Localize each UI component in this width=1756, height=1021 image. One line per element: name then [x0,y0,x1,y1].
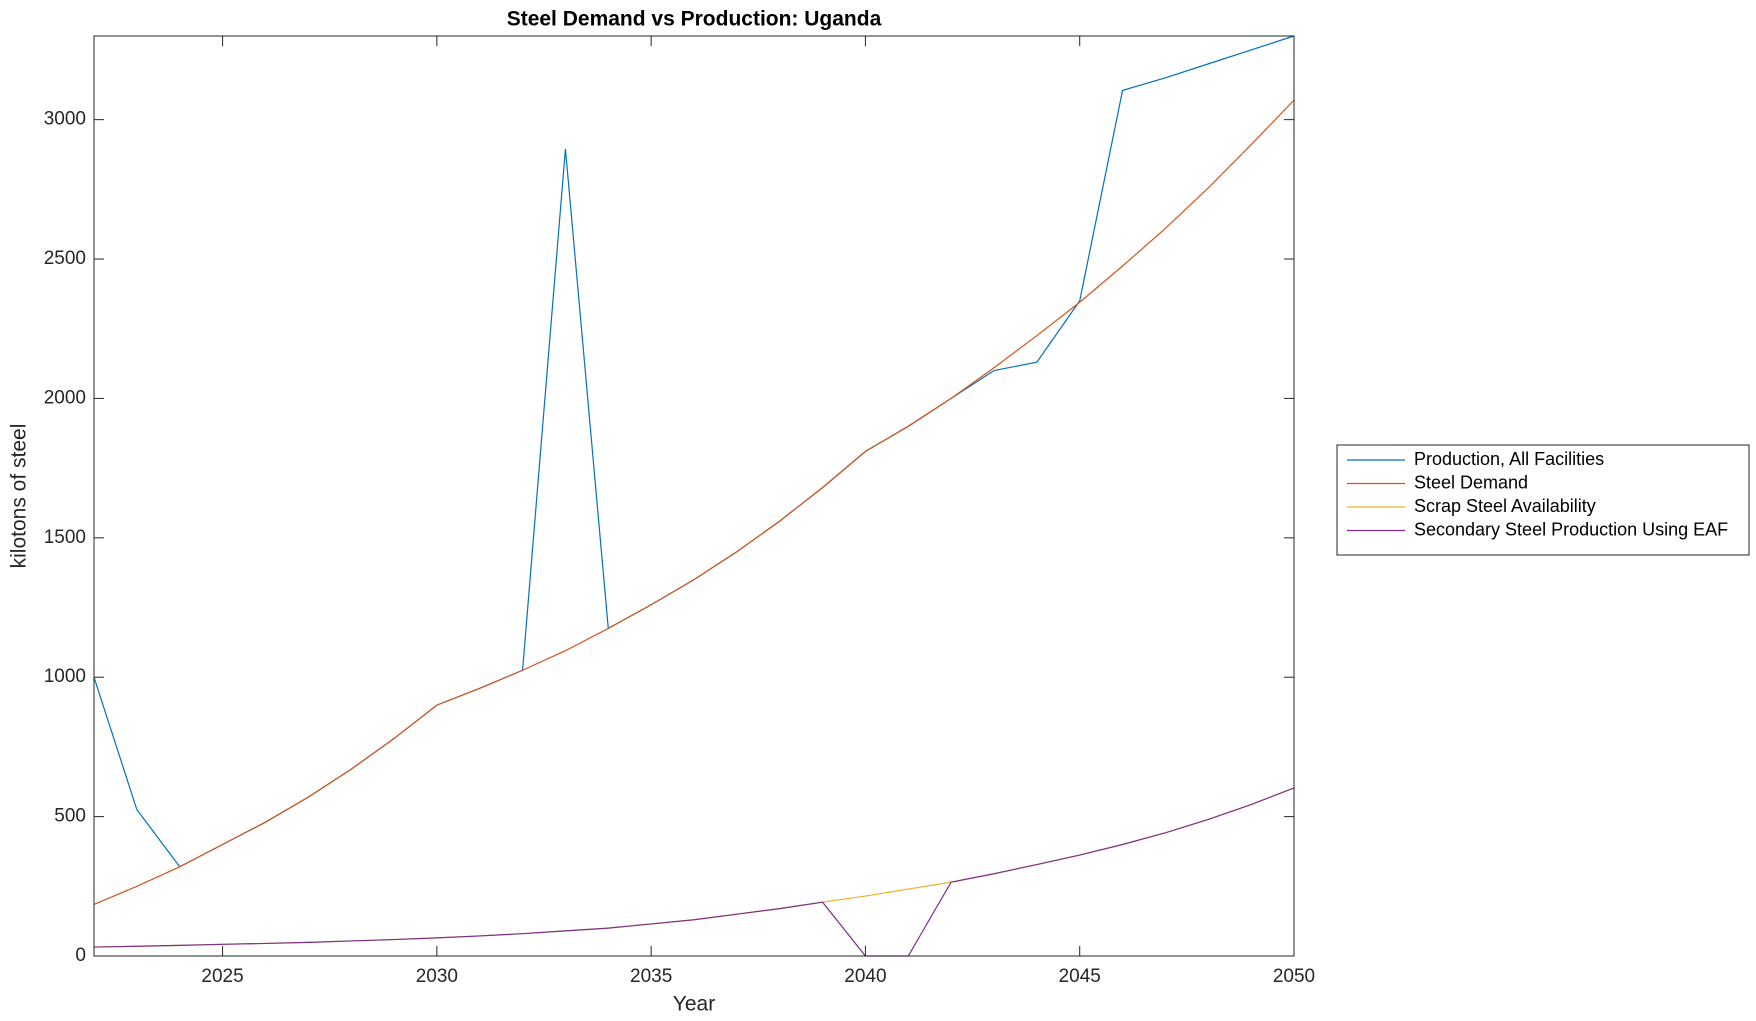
y-tick-label: 2500 [44,248,86,269]
y-tick-label: 2000 [44,387,86,408]
x-tick-label: 2045 [1059,966,1101,987]
y-axis-label: kilotons of steel [8,424,31,569]
axes-box [93,35,1295,957]
legend-text: Secondary Steel Production Using EAF [1414,519,1728,539]
x-tick-label: 2030 [416,966,458,987]
x-tick-label: 2025 [201,966,243,987]
y-tick-label: 500 [54,806,86,827]
legend-text: Production, All Facilities [1414,449,1604,469]
y-tick-label: 0 [75,945,86,966]
chart-title: Steel Demand vs Production: Uganda [507,8,882,31]
series-line [93,787,1295,957]
series-line [93,99,1295,905]
x-axis-label: Year [673,993,715,1016]
legend-box [1336,444,1750,556]
y-tick-label: 1500 [44,527,86,548]
x-tick-label: 2050 [1273,966,1315,987]
plot-area [94,36,1294,956]
y-tick-label: 1000 [44,666,86,687]
legend-text: Scrap Steel Availability [1414,496,1596,516]
legend-text: Steel Demand [1414,472,1528,492]
y-tick-label: 3000 [44,109,86,130]
x-tick-label: 2035 [630,966,672,987]
x-tick-label: 2040 [844,966,886,987]
